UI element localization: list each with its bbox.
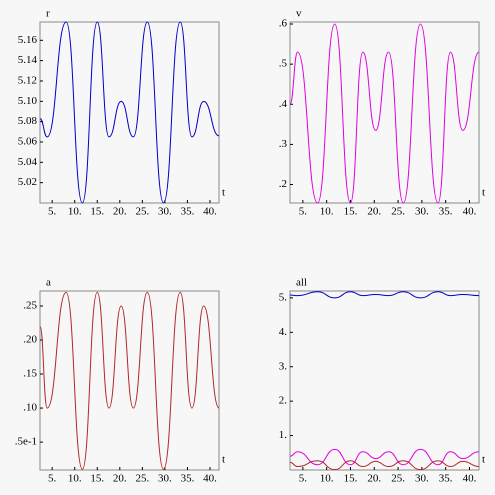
x-tick-label: 25. bbox=[391, 206, 405, 218]
x-tick-label: 30. bbox=[158, 473, 172, 485]
y-tick-label: 3. bbox=[279, 360, 288, 372]
y-tick-label: .6 bbox=[279, 18, 288, 30]
curve bbox=[39, 21, 220, 204]
x-tick-label: 15. bbox=[344, 206, 358, 218]
y-tick-label: 4. bbox=[279, 326, 288, 338]
x-tick-label: 40. bbox=[463, 473, 477, 485]
y-tick-label: .3 bbox=[279, 138, 288, 150]
x-axis-label: t bbox=[222, 454, 225, 466]
y-tick-label: 2. bbox=[279, 395, 288, 407]
y-tick-label: 5.10 bbox=[18, 95, 38, 107]
curve bbox=[289, 291, 480, 299]
y-tick-label: .4 bbox=[279, 98, 288, 110]
x-tick-label: 20. bbox=[113, 206, 127, 218]
x-tick-label: 25. bbox=[391, 473, 405, 485]
curve bbox=[39, 291, 220, 470]
x-axis-label: t bbox=[222, 187, 225, 199]
x-tick-label: 35. bbox=[181, 473, 195, 485]
curve bbox=[289, 460, 480, 471]
x-tick-label: 10. bbox=[320, 206, 334, 218]
y-tick-label: .25 bbox=[23, 300, 37, 312]
x-tick-label: 20. bbox=[367, 473, 381, 485]
y-tick-label: 5. bbox=[279, 291, 288, 303]
y-tick-label: 5.16 bbox=[18, 34, 38, 46]
y-tick-label: .5 bbox=[279, 58, 288, 70]
y-axis-label: all bbox=[296, 277, 307, 289]
x-tick-label: 5. bbox=[299, 206, 308, 218]
y-tick-label: .5e-1 bbox=[15, 436, 37, 448]
x-tick-label: 35. bbox=[439, 206, 453, 218]
curve bbox=[289, 448, 480, 466]
y-tick-label: 5.02 bbox=[18, 176, 37, 188]
x-tick-label: 10. bbox=[320, 473, 334, 485]
x-tick-label: 25. bbox=[135, 473, 149, 485]
x-tick-label: 35. bbox=[181, 206, 195, 218]
plot-frame bbox=[289, 21, 480, 204]
x-tick-label: 40. bbox=[203, 473, 217, 485]
x-tick-label: 35. bbox=[439, 473, 453, 485]
y-tick-label: .2 bbox=[279, 178, 287, 190]
y-axis-label: a bbox=[46, 277, 51, 289]
x-tick-label: 10. bbox=[68, 473, 82, 485]
x-tick-label: 20. bbox=[113, 473, 127, 485]
y-tick-label: 5.12 bbox=[18, 75, 37, 87]
plot-frame bbox=[289, 290, 480, 471]
x-tick-label: 30. bbox=[158, 206, 172, 218]
x-tick-label: 30. bbox=[415, 206, 429, 218]
x-axis-label: t bbox=[482, 187, 485, 199]
x-tick-label: 20. bbox=[367, 206, 381, 218]
y-tick-label: 1. bbox=[279, 429, 288, 441]
x-tick-label: 5. bbox=[48, 206, 57, 218]
y-tick-label: .15 bbox=[23, 368, 37, 380]
x-tick-label: 15. bbox=[344, 473, 358, 485]
x-tick-label: 5. bbox=[48, 473, 57, 485]
x-tick-label: 40. bbox=[463, 206, 477, 218]
x-tick-label: 10. bbox=[68, 206, 82, 218]
y-tick-label: 5.08 bbox=[18, 115, 38, 127]
y-axis-label: v bbox=[296, 8, 302, 20]
y-tick-label: 5.06 bbox=[18, 136, 38, 148]
y-tick-label: 5.14 bbox=[18, 54, 38, 66]
x-tick-label: 40. bbox=[203, 206, 217, 218]
curve bbox=[289, 23, 480, 204]
y-axis-label: r bbox=[46, 8, 50, 20]
x-tick-label: 25. bbox=[135, 206, 149, 218]
plot-frame bbox=[39, 21, 220, 204]
x-tick-label: 15. bbox=[90, 206, 104, 218]
plot-frame bbox=[39, 290, 220, 471]
x-tick-label: 5. bbox=[299, 473, 308, 485]
x-axis-label: t bbox=[482, 454, 485, 466]
y-tick-label: .20 bbox=[23, 334, 37, 346]
y-tick-label: .10 bbox=[23, 402, 37, 414]
x-tick-label: 15. bbox=[90, 473, 104, 485]
y-tick-label: 5.04 bbox=[18, 156, 38, 168]
x-tick-label: 30. bbox=[415, 473, 429, 485]
